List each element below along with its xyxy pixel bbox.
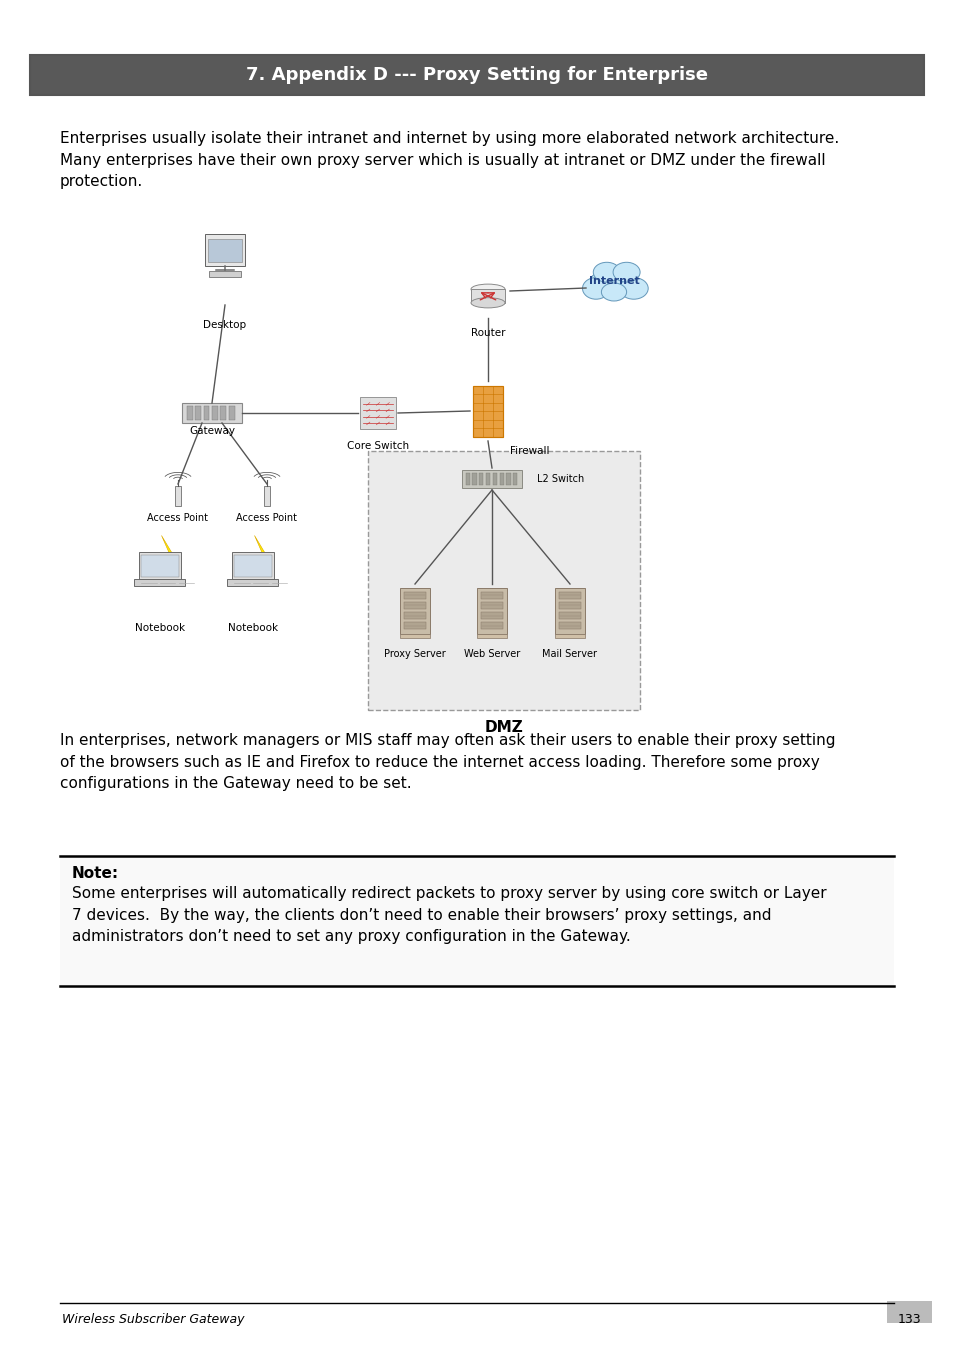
Text: Notebook: Notebook: [228, 623, 277, 634]
Bar: [493, 473, 497, 485]
Bar: [476, 635, 506, 638]
Bar: [399, 635, 430, 638]
Bar: [30, 55, 923, 95]
Bar: [555, 635, 584, 638]
Text: 133: 133: [896, 1313, 920, 1325]
Text: Enterprises usually isolate their intranet and internet by using more elaborated: Enterprises usually isolate their intran…: [60, 131, 839, 189]
Polygon shape: [254, 535, 273, 578]
Ellipse shape: [471, 284, 504, 295]
Bar: [558, 623, 581, 630]
Bar: [174, 486, 181, 507]
Bar: [182, 403, 242, 423]
Text: Proxy Server: Proxy Server: [384, 648, 445, 659]
Text: Firewall: Firewall: [510, 446, 549, 457]
Bar: [205, 234, 245, 266]
Bar: [506, 473, 510, 485]
Ellipse shape: [589, 269, 639, 297]
Bar: [227, 580, 278, 586]
Ellipse shape: [471, 297, 504, 308]
Ellipse shape: [613, 262, 639, 282]
Bar: [403, 623, 426, 630]
Text: In enterprises, network managers or MIS staff may often ask their users to enabl: In enterprises, network managers or MIS …: [60, 734, 835, 792]
Text: Desktop: Desktop: [203, 320, 246, 330]
Text: Access Point: Access Point: [236, 513, 297, 523]
Bar: [465, 473, 470, 485]
Text: Gateway: Gateway: [189, 426, 234, 436]
Bar: [480, 592, 503, 598]
Bar: [473, 385, 502, 436]
Text: Some enterprises will automatically redirect packets to proxy server by using co: Some enterprises will automatically redi…: [71, 886, 825, 944]
Bar: [471, 289, 504, 303]
Ellipse shape: [582, 277, 609, 299]
Text: DMZ: DMZ: [484, 720, 523, 735]
Text: Internet: Internet: [588, 276, 639, 286]
Bar: [134, 580, 185, 586]
Bar: [558, 603, 581, 609]
Bar: [229, 407, 234, 420]
Bar: [212, 407, 217, 420]
Text: Mail Server: Mail Server: [542, 648, 597, 659]
Bar: [886, 1301, 931, 1323]
Text: L2 Switch: L2 Switch: [537, 474, 583, 484]
Bar: [359, 397, 395, 428]
Bar: [208, 239, 241, 262]
Text: Note:: Note:: [71, 866, 119, 881]
Bar: [141, 555, 178, 577]
Bar: [478, 473, 483, 485]
Bar: [399, 588, 430, 635]
Bar: [203, 407, 210, 420]
Bar: [209, 272, 241, 277]
Ellipse shape: [618, 277, 647, 299]
Polygon shape: [161, 535, 180, 578]
Text: Access Point: Access Point: [148, 513, 209, 523]
Text: Router: Router: [470, 328, 505, 338]
Bar: [499, 473, 503, 485]
Text: Notebook: Notebook: [134, 623, 185, 634]
Bar: [195, 407, 201, 420]
Bar: [60, 857, 893, 986]
Text: Wireless Subscriber Gateway: Wireless Subscriber Gateway: [62, 1313, 244, 1325]
Ellipse shape: [593, 262, 619, 282]
Bar: [264, 486, 270, 507]
Bar: [234, 555, 272, 577]
Bar: [403, 612, 426, 619]
Bar: [558, 612, 581, 619]
Ellipse shape: [600, 282, 626, 301]
Bar: [220, 407, 226, 420]
Bar: [480, 623, 503, 630]
Text: Web Server: Web Server: [463, 648, 519, 659]
Bar: [485, 473, 490, 485]
Bar: [403, 592, 426, 598]
Bar: [368, 451, 639, 711]
Bar: [476, 588, 506, 635]
Bar: [187, 407, 193, 420]
Bar: [472, 473, 476, 485]
Text: Core Switch: Core Switch: [347, 440, 409, 451]
Bar: [480, 603, 503, 609]
Bar: [462, 470, 521, 488]
Bar: [513, 473, 517, 485]
Bar: [138, 553, 181, 580]
Bar: [555, 588, 584, 635]
Text: 7. Appendix D --- Proxy Setting for Enterprise: 7. Appendix D --- Proxy Setting for Ente…: [246, 66, 707, 84]
Bar: [232, 553, 274, 580]
Bar: [558, 592, 581, 598]
Bar: [480, 612, 503, 619]
Bar: [403, 603, 426, 609]
